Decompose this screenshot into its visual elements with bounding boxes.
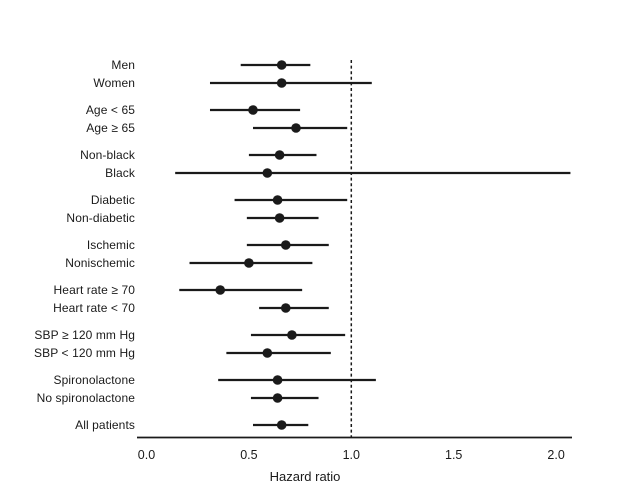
x-tick-label: 1.0 [343, 448, 360, 462]
row-label: Heart rate < 70 [53, 301, 135, 315]
point-estimate [244, 258, 254, 268]
row-label: Age < 65 [86, 103, 135, 117]
x-axis-title: Hazard ratio [270, 469, 341, 484]
point-estimate [291, 123, 301, 133]
point-estimate [262, 168, 273, 178]
row-label: Spironolactone [54, 373, 136, 387]
point-estimate [287, 330, 297, 340]
row-label: No spironolactone [37, 391, 136, 405]
point-estimate [280, 303, 291, 313]
point-estimate [272, 375, 283, 385]
row-label: Age ≥ 65 [86, 121, 135, 135]
point-estimate [272, 393, 283, 403]
x-tick-label: 0.0 [138, 448, 155, 462]
point-estimate [272, 195, 283, 205]
point-estimate [274, 150, 285, 160]
point-estimate [262, 348, 273, 358]
row-label: Nonischemic [65, 256, 135, 270]
row-label: SBP < 120 mm Hg [34, 346, 135, 360]
point-estimate [276, 78, 287, 88]
row-label: All patients [75, 418, 135, 432]
row-label: Non-diabetic [66, 211, 135, 225]
point-estimate [276, 60, 287, 70]
point-estimate [274, 213, 285, 223]
row-label: SBP ≥ 120 mm Hg [34, 328, 135, 342]
row-label: Women [93, 76, 135, 90]
row-label: Diabetic [91, 193, 135, 207]
row-label: Black [105, 166, 136, 180]
row-label: Heart rate ≥ 70 [54, 283, 136, 297]
row-label: Ischemic [87, 238, 135, 252]
x-tick-label: 1.5 [445, 448, 462, 462]
row-label: Men [111, 58, 135, 72]
point-estimate [215, 285, 226, 295]
x-tick-label: 2.0 [547, 448, 564, 462]
row-label: Non-black [80, 148, 136, 162]
point-estimate [276, 420, 287, 430]
point-estimate [280, 240, 291, 250]
point-estimate [248, 105, 258, 115]
x-tick-label: 0.5 [240, 448, 257, 462]
